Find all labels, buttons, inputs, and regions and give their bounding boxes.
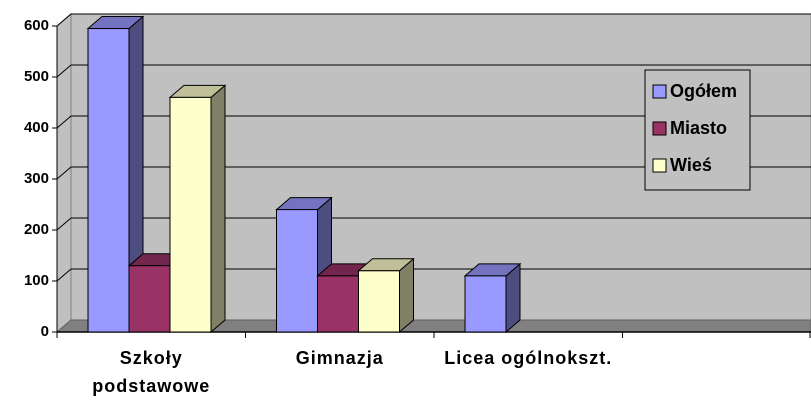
bar-front [358, 270, 400, 333]
x-tick-label: Szkoły podstawowe [92, 348, 211, 396]
bar-front [276, 209, 318, 333]
grid-line-side [56, 64, 72, 78]
legend-swatch [652, 121, 667, 136]
grid-line-side [56, 268, 72, 282]
bar-front [169, 96, 212, 333]
bar [357, 257, 415, 334]
bar [168, 84, 227, 334]
x-tick-label: Licea ogólnokszt. [444, 348, 613, 368]
y-tick-label: 100 [24, 272, 49, 289]
legend-label: Miasto [670, 118, 727, 138]
bar [86, 15, 145, 334]
bar [463, 262, 522, 334]
bar-side [399, 257, 414, 334]
y-tick-label: 600 [24, 17, 49, 34]
y-tick-label: 500 [24, 68, 49, 85]
bar-side [210, 84, 226, 334]
bar-front [464, 275, 507, 333]
grid-line-side [56, 166, 72, 180]
y-tick-label: 0 [41, 323, 49, 340]
y-tick-label: 200 [24, 221, 49, 238]
legend-label: Ogółem [670, 81, 737, 101]
x-tick-label: Gimnazja [295, 348, 384, 368]
bar-front [87, 28, 130, 333]
y-tick-label: 300 [24, 170, 49, 187]
grid-line-side [56, 115, 72, 129]
y-tick-label: 400 [24, 119, 49, 136]
grid-line-side [56, 217, 72, 231]
legend-swatch [652, 158, 667, 173]
grid-line-side [56, 13, 72, 27]
legend-label: Wieś [670, 155, 712, 175]
legend-swatch [652, 84, 667, 99]
bar-front [128, 265, 171, 333]
bar-front [317, 275, 359, 333]
